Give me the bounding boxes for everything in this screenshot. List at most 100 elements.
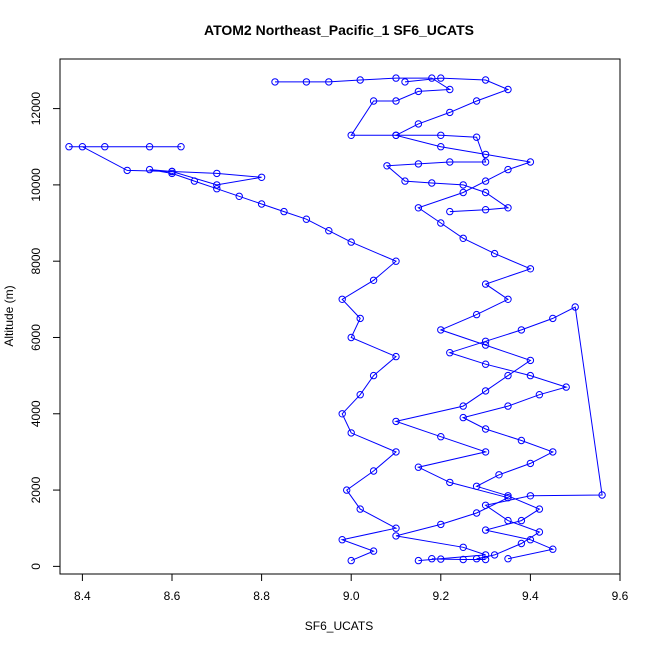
data-point [481,501,490,509]
data-point [490,249,499,258]
data-point [123,166,131,175]
data-point [213,185,221,193]
data-point [145,165,154,174]
data-point [190,177,199,185]
data-point [504,204,512,212]
data-point [302,215,311,223]
data-point [401,78,409,86]
data-point [392,524,400,532]
data-point [459,181,467,189]
data-point [446,349,454,357]
data-point [338,295,346,303]
series-line [69,146,398,562]
data-point [392,448,400,456]
data-point [271,78,279,86]
data-point [517,326,526,334]
data-point [481,551,490,559]
x-axis: 8.4 8.6 8.8 9.0 9.2 9.4 9.6 [74,573,629,603]
data-point [526,536,535,544]
data-point [504,555,512,563]
data-point [495,471,503,479]
x-tick-label: 8.8 [253,589,270,603]
data-point [535,391,544,399]
data-point [65,143,73,151]
data-point [428,74,436,82]
data-point [517,516,526,525]
data-point [369,467,378,475]
data-point [481,555,490,564]
data-point [168,169,176,178]
data-point [347,333,355,342]
data-point [414,204,423,212]
data-point [325,78,333,86]
data-point [481,280,490,288]
data-point [459,402,467,410]
x-tick-label: 8.4 [74,589,91,603]
data-point [235,192,243,201]
data-point [392,257,400,265]
data-point [401,177,409,185]
data-point [598,491,606,499]
data-point [472,509,481,517]
data-point [356,76,364,84]
data-point [504,165,512,174]
data-point [472,555,481,563]
data-point [414,120,423,128]
data-point [490,551,499,559]
data-point [459,543,467,551]
x-tick-label: 9.2 [432,589,449,603]
data-point [526,265,535,273]
data-point [414,556,423,565]
data-point [428,179,436,187]
data-point [481,387,490,395]
data-point [437,131,445,140]
series-line [275,77,510,213]
data-point [280,207,288,216]
data-point [392,532,400,540]
data-point [481,337,490,345]
data-point [481,360,490,368]
series-points [65,74,606,565]
data-point [481,150,490,159]
data-point [446,158,454,166]
data-point [257,200,266,208]
data-point [177,143,185,151]
data-point [481,448,490,456]
data-point [213,181,221,189]
data-point [338,536,346,544]
x-tick-label: 9.6 [612,589,629,603]
series-line [394,77,532,562]
data-point [481,206,490,214]
data-point [446,478,454,487]
data-point [549,314,557,323]
plot-frame [59,58,621,575]
data-point [549,448,557,456]
data-point [481,425,490,433]
series-lines [69,77,603,562]
data-point [562,383,570,391]
data-point [383,162,391,170]
data-point [145,143,154,151]
data-point [504,516,512,525]
data-point [504,492,512,500]
data-point [446,108,454,117]
data-point [549,545,557,553]
data-point [437,219,445,227]
data-point [437,143,445,151]
data-point [213,169,221,178]
data-point [392,97,400,105]
data-point [101,143,109,151]
data-point [481,188,490,197]
data-point [472,310,481,319]
data-point [535,505,544,513]
data-point [459,413,467,422]
y-tick-label: 6000 [29,324,43,351]
x-tick-label: 9.0 [343,589,360,603]
series-line [431,306,603,560]
data-point [446,207,454,216]
y-tick-label: 8000 [29,248,43,275]
data-point [356,314,364,323]
data-point [347,131,355,140]
data-point [392,417,400,426]
